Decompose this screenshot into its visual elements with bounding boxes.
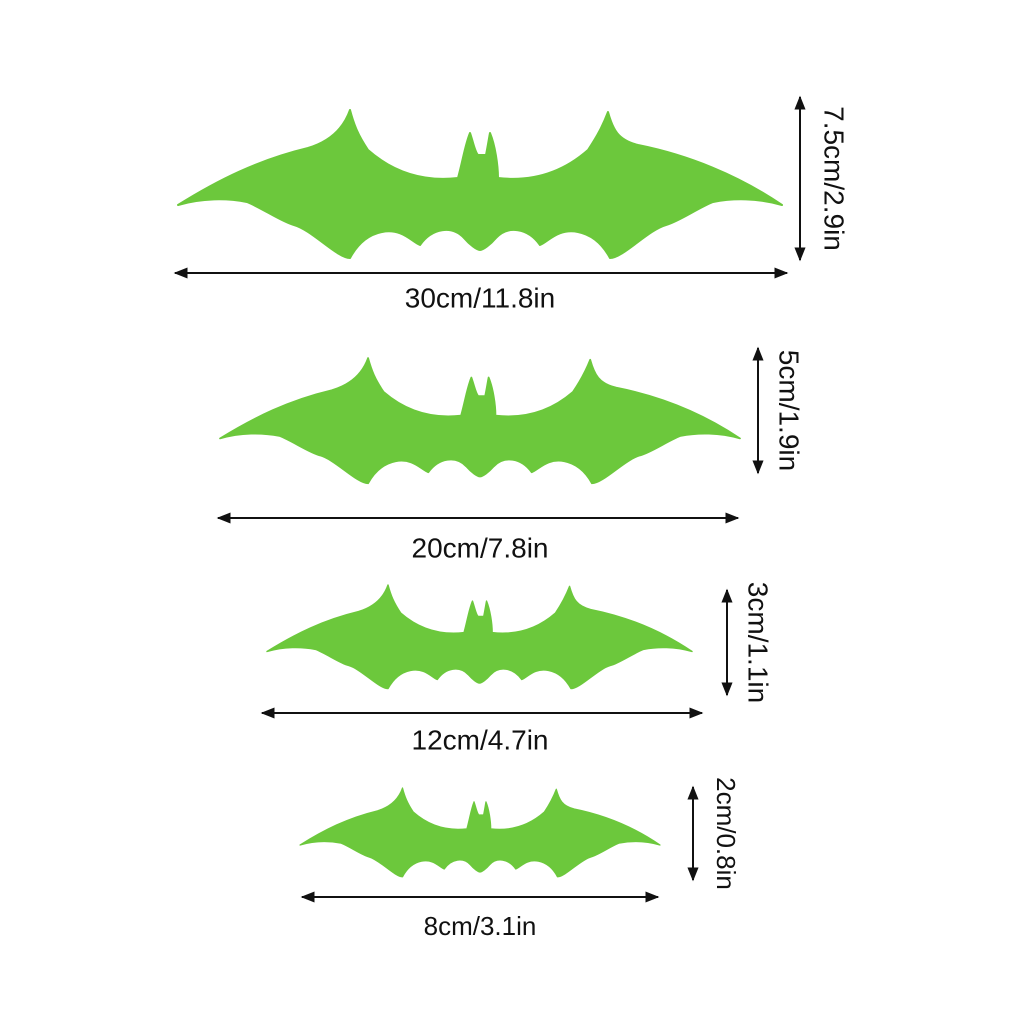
bat-shape [219, 357, 741, 485]
height-label: 7.5cm/2.9in [819, 106, 850, 251]
bat-shape [266, 584, 693, 690]
width-label: 12cm/4.7in [412, 724, 549, 755]
height-label: 5cm/1.9in [774, 350, 805, 471]
width-label: 20cm/7.8in [412, 532, 549, 563]
width-label: 8cm/3.1in [424, 911, 537, 941]
height-label: 2cm/0.8in [711, 777, 741, 890]
width-label: 30cm/11.8in [405, 282, 555, 313]
bat-shape [177, 109, 783, 259]
height-label: 3cm/1.1in [743, 582, 774, 703]
bat-shape [299, 787, 661, 878]
